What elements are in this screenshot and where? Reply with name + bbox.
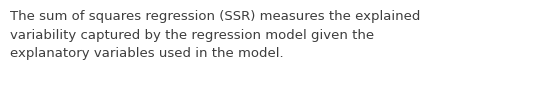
Text: The sum of squares regression (SSR) measures the explained
variability captured : The sum of squares regression (SSR) meas…	[10, 10, 420, 60]
